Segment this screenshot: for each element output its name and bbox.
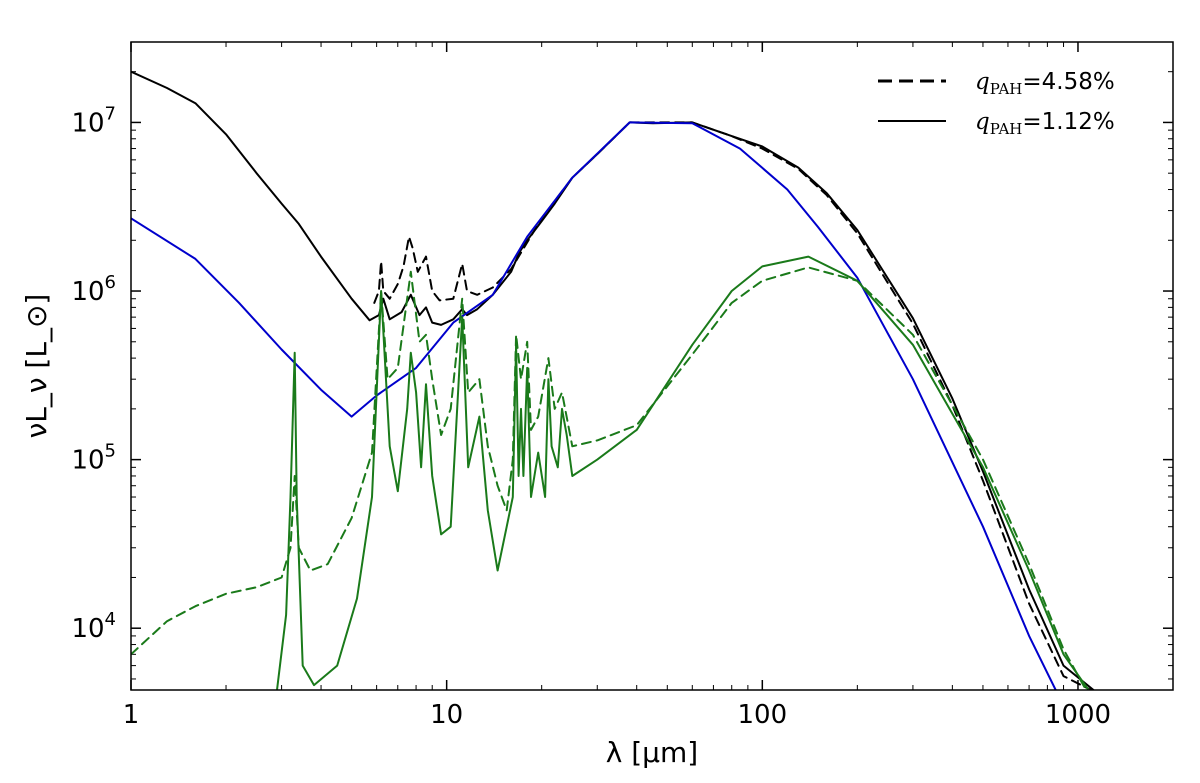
x-axis-label: λ [μm]: [606, 736, 698, 769]
legend: qPAH=4.58% qPAH=1.12%: [878, 69, 1115, 138]
series-line-2: [131, 121, 1057, 690]
x-tick-label: 10: [430, 700, 463, 730]
y-tick-label: 106: [71, 272, 116, 307]
y-tick-label: 107: [71, 103, 116, 138]
legend-label-dashed: qPAH=4.58%: [975, 69, 1115, 98]
y-tick-label: 105: [71, 441, 116, 476]
tick-labels: 1 10 100 1000 104 105 106 107: [71, 103, 1111, 730]
x-tick-label: 1: [123, 700, 140, 730]
plot-area: [131, 42, 1173, 690]
y-tick-label: 104: [71, 609, 116, 644]
series-line-4: [131, 266, 1087, 690]
x-tick-label: 1000: [1045, 700, 1111, 730]
series-line-3: [276, 255, 1090, 690]
series-line-1: [373, 121, 1092, 690]
y-axis-label: νL_ν [L_⊙]: [20, 294, 53, 439]
series-layer: [131, 70, 1095, 690]
legend-label-solid: qPAH=1.12%: [975, 109, 1115, 138]
y-axis-label-group: νL_ν [L_⊙]: [20, 294, 53, 439]
plot-frame: [130, 41, 1174, 691]
series-line-0: [131, 70, 1095, 690]
ticks-layer: [130, 42, 1173, 690]
x-tick-label: 100: [737, 700, 787, 730]
